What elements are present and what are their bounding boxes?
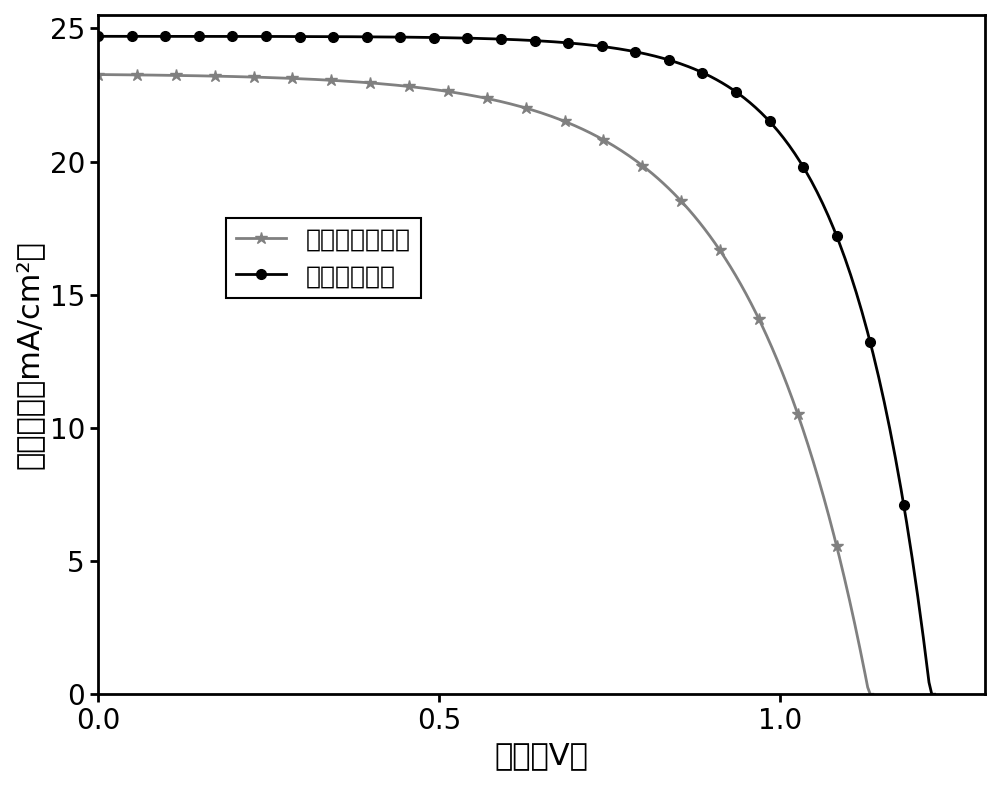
未经修饰的器件 bbox=[553, 115, 565, 124]
Line: 未经修饰的器件: 未经修饰的器件 bbox=[92, 68, 879, 700]
经修饰的器件 bbox=[92, 31, 104, 41]
未经修饰的器件 bbox=[745, 299, 757, 309]
经修饰的器件 bbox=[797, 162, 809, 171]
未经修饰的器件 bbox=[867, 689, 879, 699]
Y-axis label: 电流密度（mA/cm²）: 电流密度（mA/cm²） bbox=[15, 240, 44, 469]
经修饰的器件 bbox=[95, 31, 107, 41]
Line: 经修饰的器件: 经修饰的器件 bbox=[93, 31, 939, 699]
未经修饰的器件 bbox=[566, 120, 578, 130]
未经修饰的器件 bbox=[794, 417, 806, 426]
未经修饰的器件 bbox=[92, 70, 104, 79]
Legend: 未经修饰的器件, 经修饰的器件: 未经修饰的器件, 经修饰的器件 bbox=[226, 217, 421, 298]
未经修饰的器件 bbox=[864, 689, 876, 699]
经修饰的器件 bbox=[590, 41, 602, 50]
经修饰的器件 bbox=[926, 689, 938, 699]
经修饰的器件 bbox=[604, 43, 616, 53]
经修饰的器件 bbox=[587, 41, 599, 50]
经修饰的器件 bbox=[850, 288, 862, 298]
经修饰的器件 bbox=[929, 689, 941, 699]
未经修饰的器件 bbox=[95, 70, 107, 79]
X-axis label: 电压（V）: 电压（V） bbox=[495, 741, 588, 770]
未经修饰的器件 bbox=[551, 114, 563, 123]
